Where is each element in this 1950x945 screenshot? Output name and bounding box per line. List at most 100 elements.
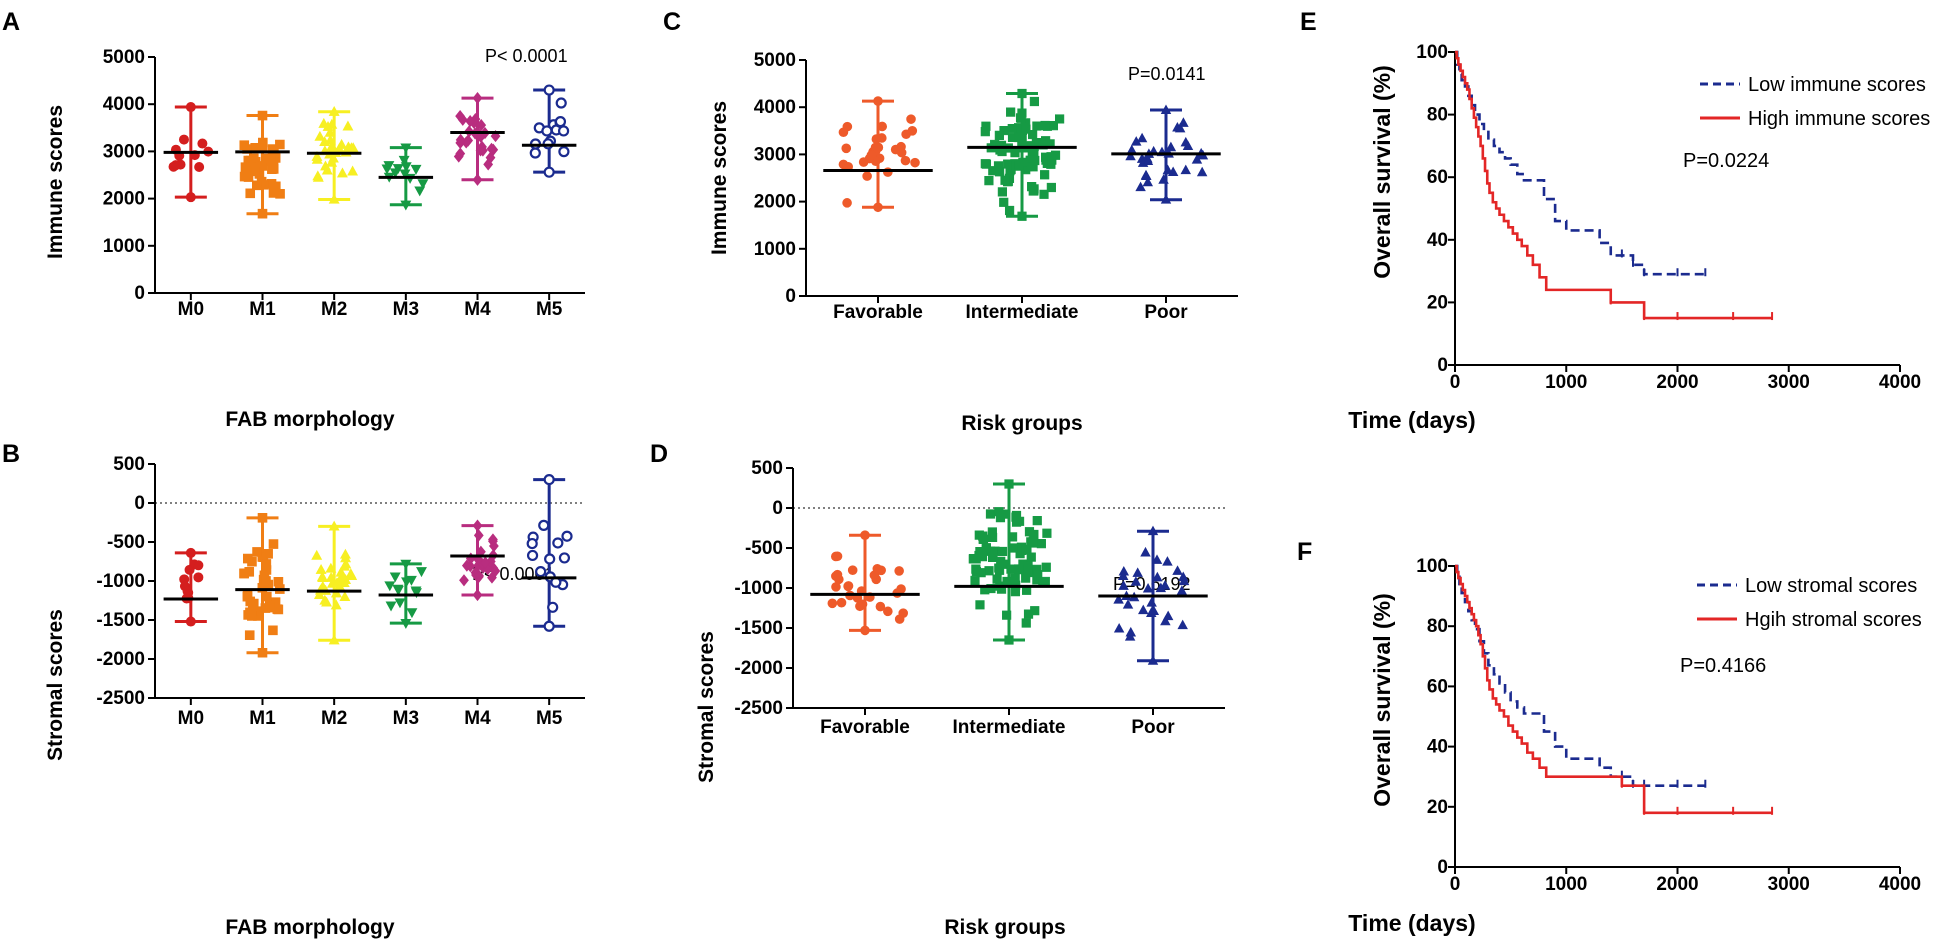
panel-a-point bbox=[328, 193, 340, 204]
panel-a-point bbox=[257, 208, 268, 219]
panel-a-point bbox=[241, 167, 252, 178]
panel-d-y-tick-label: -500 bbox=[745, 538, 783, 559]
panel-d-point bbox=[875, 601, 886, 612]
panel-c-point bbox=[1196, 166, 1208, 177]
panel-b-point bbox=[317, 572, 329, 583]
legend-high-stromal-label: Hgih stromal scores bbox=[1745, 609, 1922, 631]
panel-b-point bbox=[262, 591, 272, 602]
panel-c-point bbox=[900, 155, 911, 166]
panel-b-point bbox=[459, 574, 469, 587]
panel-d-x-tick-label: Poor bbox=[1131, 717, 1175, 738]
panel-e-ylabel: Overall survival (%) bbox=[1369, 65, 1395, 279]
panel-b-point bbox=[345, 568, 357, 579]
panel-b-point bbox=[185, 547, 196, 558]
panel-c-point bbox=[1158, 174, 1169, 184]
panel-d-point bbox=[975, 600, 985, 610]
panel-a-point bbox=[347, 165, 359, 176]
panel-f-y-tick-label: 20 bbox=[1427, 797, 1448, 818]
panel-b-point bbox=[416, 567, 427, 578]
panel-d-point bbox=[1010, 573, 1020, 583]
panel-d-point bbox=[997, 546, 1008, 557]
panel-a-point bbox=[197, 138, 208, 149]
panel-d-point bbox=[1151, 554, 1163, 564]
panel-b-point bbox=[474, 569, 484, 582]
panel-a-point bbox=[257, 110, 268, 121]
panel-d-point bbox=[996, 556, 1006, 566]
panel-c-point bbox=[1032, 121, 1042, 131]
panel-a-y-tick-label: 5000 bbox=[103, 47, 145, 68]
panel-c: C P=0.0141 Risk groups Immune scores 0 10… bbox=[663, 8, 1238, 435]
panel-e-x-tick-label: 4000 bbox=[1879, 372, 1921, 393]
panel-c-point bbox=[1014, 160, 1024, 170]
panel-a-point bbox=[170, 160, 181, 171]
panel-d-point bbox=[1008, 543, 1018, 553]
panel-c-point bbox=[999, 197, 1009, 207]
panel-d-point bbox=[847, 565, 858, 575]
panel-c-point bbox=[1017, 108, 1027, 118]
panel-d-point bbox=[1002, 610, 1012, 620]
panel-d-point bbox=[1004, 635, 1014, 645]
panel-b-y-tick-label: 0 bbox=[134, 493, 145, 514]
panel-b-point bbox=[335, 566, 347, 577]
panel-c-point bbox=[1141, 170, 1152, 180]
panel-a-point bbox=[381, 164, 393, 175]
panel-b-point bbox=[184, 564, 195, 575]
panel-d-point bbox=[827, 598, 838, 609]
panel-a-point bbox=[258, 137, 268, 148]
panel-c-point bbox=[841, 143, 852, 154]
panel-d-point bbox=[976, 568, 986, 578]
panel-b-point bbox=[268, 625, 278, 636]
panel-a-point bbox=[245, 188, 256, 199]
panel-c-point bbox=[870, 142, 881, 153]
panel-d-point bbox=[1142, 582, 1154, 593]
panel-b-point bbox=[325, 562, 337, 573]
panel-d-point bbox=[970, 575, 980, 586]
panel-d-point bbox=[1032, 516, 1042, 526]
panel-b-point bbox=[264, 602, 275, 613]
panel-d-point bbox=[1125, 626, 1137, 637]
panel-c-x-tick-label: Intermediate bbox=[966, 302, 1079, 323]
panel-e-x-tick-label: 0 bbox=[1450, 372, 1461, 393]
panel-d-point bbox=[1024, 527, 1035, 537]
panel-b-point bbox=[244, 567, 255, 577]
panel-c-point bbox=[1003, 159, 1013, 169]
panel-b-x-tick-label: M3 bbox=[393, 708, 419, 729]
panel-c-point bbox=[871, 134, 882, 144]
panel-a-point bbox=[529, 147, 541, 159]
panel-a-point bbox=[476, 119, 487, 132]
panel-a-point bbox=[558, 146, 570, 158]
panel-b-point bbox=[547, 601, 559, 613]
panel-d-point bbox=[1147, 525, 1159, 536]
panel-a-y-tick-label: 0 bbox=[134, 283, 145, 304]
panel-f-legend: Low stromal scores Hgih stromal scores bbox=[1697, 575, 1922, 631]
panel-a-point bbox=[252, 180, 262, 191]
panel-c-point bbox=[1162, 164, 1174, 175]
panel-d-point bbox=[985, 509, 996, 519]
panel-d-point bbox=[987, 552, 998, 562]
panel-a-point bbox=[311, 150, 323, 161]
panel-f-pvalue: P=0.4166 bbox=[1680, 655, 1766, 677]
panel-b-point bbox=[319, 594, 331, 605]
panel-d-point bbox=[836, 597, 847, 608]
panel-d-point bbox=[1010, 587, 1021, 597]
panel-a-point bbox=[485, 151, 496, 164]
panel-e-x-tick-label: 2000 bbox=[1656, 372, 1698, 393]
panel-d-y-tick-label: -2500 bbox=[734, 698, 783, 719]
panel-f-series-low bbox=[1455, 564, 1706, 788]
panel-d-point bbox=[834, 574, 844, 585]
panel-a-point bbox=[543, 166, 555, 178]
panel-b-point bbox=[263, 548, 273, 559]
panel-a-x-tick-label: M3 bbox=[393, 299, 419, 320]
panel-d-xlabel: Risk groups bbox=[944, 916, 1065, 939]
panel-b-point bbox=[384, 581, 396, 592]
panel-b-point bbox=[261, 559, 272, 569]
panel-b-point bbox=[411, 588, 422, 599]
panel-d-point bbox=[1036, 539, 1046, 549]
panel-b-point bbox=[394, 598, 406, 609]
panel-d-point bbox=[1006, 564, 1016, 574]
panel-d-point bbox=[872, 563, 883, 574]
panel-f-y-tick-label: 100 bbox=[1416, 556, 1448, 577]
panel-b-point bbox=[401, 577, 412, 588]
panel-c-point bbox=[1030, 155, 1040, 166]
panel-d-point bbox=[1172, 565, 1183, 575]
